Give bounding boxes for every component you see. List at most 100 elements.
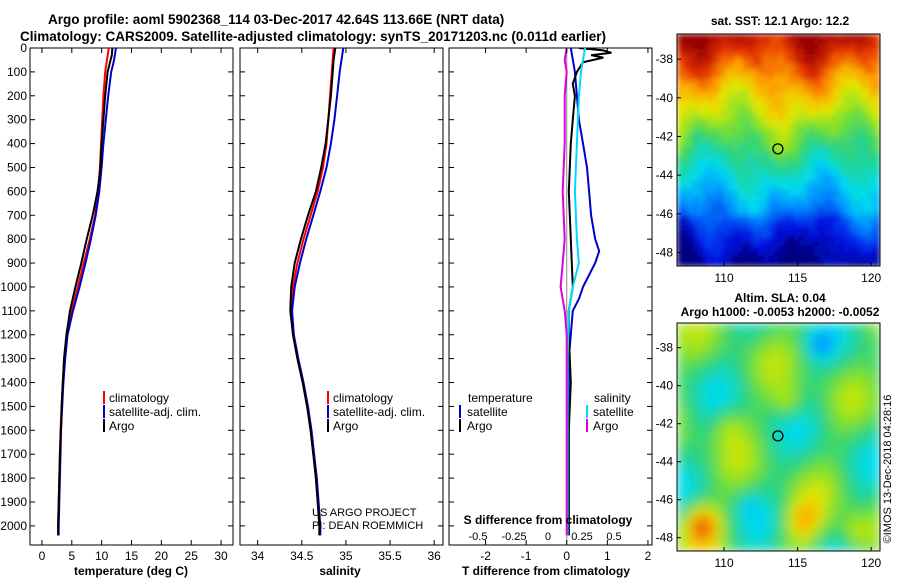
map-cell <box>712 94 719 101</box>
map-cell <box>697 240 703 247</box>
map-cell <box>850 473 857 480</box>
map-cell <box>717 190 724 196</box>
map-cell <box>718 323 726 330</box>
map-cell <box>803 94 810 101</box>
map-cell <box>832 515 839 522</box>
map-cell <box>772 323 780 330</box>
map-cell <box>819 195 825 202</box>
map-cell <box>783 240 790 247</box>
map-cell <box>849 114 856 121</box>
map-cell <box>869 44 876 50</box>
map-cell <box>862 467 869 474</box>
map-y-tick-label: -48 <box>656 245 674 259</box>
map-cell <box>824 79 830 86</box>
map-cell <box>753 54 759 60</box>
map-cell <box>682 395 690 402</box>
map-cell <box>763 69 769 75</box>
map-cell <box>793 109 800 116</box>
map-cell <box>717 124 724 131</box>
map-cell <box>839 240 846 247</box>
map-cell <box>819 215 825 222</box>
map-cell <box>814 467 821 474</box>
map-cell <box>682 49 688 55</box>
map-cell <box>856 353 863 360</box>
map-cell <box>748 210 754 217</box>
map-cell <box>677 74 683 80</box>
map-cell <box>869 129 876 136</box>
map-cell <box>829 99 835 106</box>
map-cell <box>742 521 750 528</box>
map-cell <box>819 94 825 101</box>
map-cell <box>820 365 827 372</box>
map-cell <box>829 175 835 181</box>
map-cell <box>788 205 795 212</box>
map-cell <box>706 497 714 504</box>
map-cell <box>839 44 846 50</box>
map-cell <box>834 250 840 257</box>
map-cell <box>748 255 754 262</box>
map-cell <box>832 395 839 402</box>
map-cell <box>748 230 754 237</box>
map-cell <box>736 359 744 366</box>
map-cell <box>737 44 744 50</box>
map-cell <box>724 395 732 402</box>
salinity-xlabel: salinity <box>319 564 361 578</box>
map-cell <box>844 79 851 86</box>
map-cell <box>834 124 840 131</box>
map-cell <box>724 455 732 462</box>
map-cell <box>753 144 759 151</box>
map-cell <box>677 230 683 237</box>
map-cell <box>834 215 840 222</box>
map-cell <box>677 515 684 522</box>
map-cell <box>707 245 714 252</box>
map-cell <box>692 180 698 186</box>
map-cell <box>682 109 688 116</box>
map-cell <box>772 491 780 498</box>
map-cell <box>854 175 861 181</box>
map-cell <box>724 371 732 378</box>
map-cell <box>854 230 861 237</box>
map-cell <box>677 353 684 360</box>
map-cell <box>748 49 754 55</box>
map-cell <box>844 455 851 462</box>
map-cell <box>849 235 856 242</box>
map-cell <box>768 240 775 247</box>
map-cell <box>773 139 780 146</box>
legend-label-sal-argo: Argo <box>593 419 619 433</box>
map-cell <box>850 485 857 492</box>
map-cell <box>758 230 764 237</box>
map-cell <box>717 109 724 116</box>
map-cell <box>844 185 851 191</box>
map-cell <box>874 190 880 196</box>
map-cell <box>814 413 821 420</box>
map-cell <box>869 150 876 156</box>
map-cell <box>697 54 703 60</box>
map-cell <box>712 401 720 408</box>
map-cell <box>694 335 702 342</box>
map-cell <box>717 240 724 247</box>
map-cell <box>793 114 800 121</box>
map-cell <box>692 245 698 252</box>
map-cell <box>712 515 720 522</box>
map-cell <box>717 59 724 65</box>
map-cell <box>727 99 734 106</box>
map-cell <box>869 195 876 202</box>
map-cell <box>682 150 688 156</box>
map-y-tick-label: -48 <box>656 531 674 545</box>
map-cell <box>688 389 696 396</box>
map-cell <box>748 180 754 186</box>
map-cell <box>808 389 815 396</box>
map-cell <box>760 389 768 396</box>
map-y-tick-label: -38 <box>656 52 674 66</box>
map-cell <box>682 44 688 50</box>
map-cell <box>758 54 764 60</box>
map-cell <box>814 255 820 262</box>
x-tick-label: 34.5 <box>290 549 314 563</box>
map-cell <box>730 461 738 468</box>
map-cell <box>808 455 815 462</box>
map-cell <box>808 59 815 65</box>
map-cell <box>850 407 857 414</box>
map-cell <box>677 449 684 456</box>
map-cell <box>707 240 714 247</box>
map-cell <box>732 245 739 252</box>
